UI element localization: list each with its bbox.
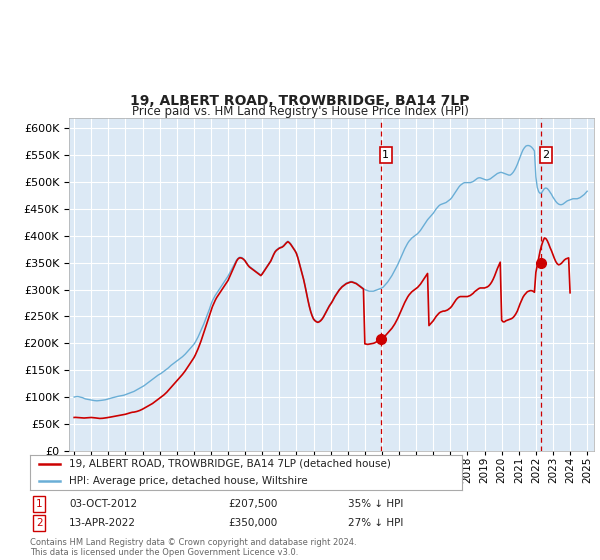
Text: £207,500: £207,500: [228, 499, 277, 509]
Text: HPI: Average price, detached house, Wiltshire: HPI: Average price, detached house, Wilt…: [69, 477, 308, 486]
Text: 19, ALBERT ROAD, TROWBRIDGE, BA14 7LP (detached house): 19, ALBERT ROAD, TROWBRIDGE, BA14 7LP (d…: [69, 459, 391, 469]
Text: Contains HM Land Registry data © Crown copyright and database right 2024.
This d: Contains HM Land Registry data © Crown c…: [30, 538, 356, 557]
Text: 19, ALBERT ROAD, TROWBRIDGE, BA14 7LP: 19, ALBERT ROAD, TROWBRIDGE, BA14 7LP: [130, 94, 470, 108]
Text: 35% ↓ HPI: 35% ↓ HPI: [348, 499, 403, 509]
Text: 1: 1: [382, 150, 389, 160]
Text: 1: 1: [36, 499, 43, 509]
Text: 13-APR-2022: 13-APR-2022: [69, 518, 136, 528]
Text: Price paid vs. HM Land Registry's House Price Index (HPI): Price paid vs. HM Land Registry's House …: [131, 105, 469, 118]
Text: 03-OCT-2012: 03-OCT-2012: [69, 499, 137, 509]
Text: £350,000: £350,000: [228, 518, 277, 528]
Text: 2: 2: [36, 518, 43, 528]
Text: 2: 2: [542, 150, 550, 160]
Text: 27% ↓ HPI: 27% ↓ HPI: [348, 518, 403, 528]
